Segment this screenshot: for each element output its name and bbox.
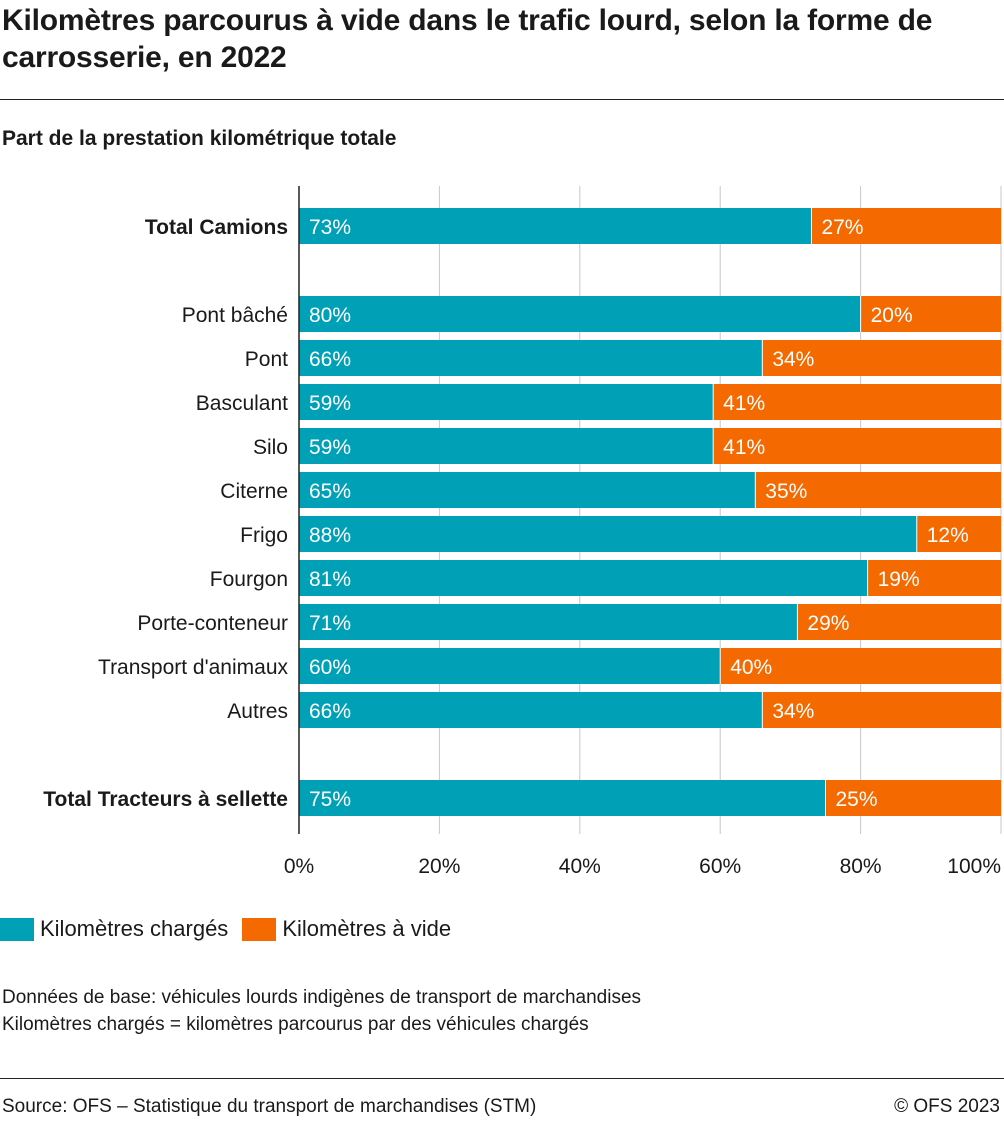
bar-segment xyxy=(299,472,756,508)
data-label: 81% xyxy=(309,568,351,591)
data-label: 60% xyxy=(309,656,351,679)
bar-segment xyxy=(860,296,1001,332)
bar-segment xyxy=(811,208,1001,244)
x-tick-label: 0% xyxy=(284,855,314,878)
data-label: 25% xyxy=(836,788,878,811)
category-label: Autres xyxy=(227,700,288,723)
chart-legend: Kilomètres chargés Kilomètres à vide xyxy=(0,916,465,942)
bar-segment xyxy=(299,384,714,420)
category-label: Basculant xyxy=(196,392,288,415)
bar-segment xyxy=(762,340,1001,376)
legend-swatch-empty xyxy=(242,917,277,941)
category-label: Transport d'animaux xyxy=(98,656,288,679)
bar-segment xyxy=(755,472,1001,508)
data-label: 27% xyxy=(821,216,863,239)
legend-label-empty: Kilomètres à vide xyxy=(282,916,452,941)
category-label: Porte-conteneur xyxy=(137,612,288,635)
bar-segment xyxy=(299,780,826,816)
data-label: 73% xyxy=(309,216,351,239)
bar-segment xyxy=(720,648,1001,684)
data-label: 65% xyxy=(309,480,351,503)
bar-segment xyxy=(825,780,1001,816)
data-label: 41% xyxy=(723,436,765,459)
chart-subtitle: Part de la prestation kilométrique total… xyxy=(2,127,397,150)
data-label: 66% xyxy=(309,348,351,371)
bar-segment xyxy=(762,692,1001,728)
x-tick-label: 80% xyxy=(840,855,882,878)
category-label: Total Tracteurs à sellette xyxy=(43,788,288,811)
footer-copyright: © OFS 2023 xyxy=(894,1096,1000,1117)
data-label: 71% xyxy=(309,612,351,635)
data-label: 34% xyxy=(772,348,814,371)
legend-swatch-loaded xyxy=(0,917,34,941)
bar-segment xyxy=(299,692,763,728)
bar-segment xyxy=(299,560,868,596)
data-label: 12% xyxy=(927,524,969,547)
note-base-data: Données de base: véhicules lourds indigè… xyxy=(2,987,642,1008)
note-definition: Kilomètres chargés = kilomètres parcouru… xyxy=(2,1014,589,1035)
legend-item-loaded: Kilomètres chargés xyxy=(0,916,228,942)
data-label: 41% xyxy=(723,392,765,415)
legend-label-loaded: Kilomètres chargés xyxy=(40,916,229,941)
title-divider xyxy=(0,99,1004,100)
category-label: Fourgon xyxy=(210,568,288,591)
category-label: Pont xyxy=(245,348,288,371)
x-tick-label: 60% xyxy=(699,855,741,878)
data-label: 20% xyxy=(871,304,913,327)
data-label: 59% xyxy=(309,392,351,415)
bar-segment xyxy=(713,384,1001,420)
data-label: 75% xyxy=(309,788,351,811)
bar-segment xyxy=(299,516,917,552)
bar-segment xyxy=(299,604,798,640)
data-label: 88% xyxy=(309,524,351,547)
data-label: 19% xyxy=(878,568,920,591)
bar-segment xyxy=(299,340,763,376)
bar-segment xyxy=(713,428,1001,464)
x-tick-label: 40% xyxy=(559,855,601,878)
x-tick-label: 100% xyxy=(947,855,1001,878)
x-tick-label: 20% xyxy=(418,855,460,878)
chart-title: Kilomètres parcourus à vide dans le traf… xyxy=(2,4,933,74)
bar-segment xyxy=(299,428,714,464)
bar-segment xyxy=(299,648,721,684)
data-label: 34% xyxy=(772,700,814,723)
category-label: Citerne xyxy=(220,480,288,503)
data-label: 80% xyxy=(309,304,351,327)
category-label: Pont bâché xyxy=(182,304,288,327)
footer-source: Source: OFS – Statistique du transport d… xyxy=(2,1096,537,1117)
bar-segment xyxy=(299,296,861,332)
bar-segment xyxy=(299,208,812,244)
bar-segment xyxy=(916,516,1001,552)
category-label: Total Camions xyxy=(145,216,288,239)
bar-segment xyxy=(867,560,1001,596)
data-label: 59% xyxy=(309,436,351,459)
category-label: Silo xyxy=(253,436,288,459)
footer-divider xyxy=(0,1078,1004,1079)
data-label: 29% xyxy=(807,612,849,635)
stacked-bar-chart: 73% 27% Total Camions 80% 20% Pont bâché 66% 34… xyxy=(43,186,1002,878)
bar-segment xyxy=(797,604,1001,640)
data-label: 66% xyxy=(309,700,351,723)
category-label: Frigo xyxy=(240,524,288,547)
data-label: 35% xyxy=(765,480,807,503)
legend-item-empty: Kilomètres à vide xyxy=(242,916,451,942)
data-label: 40% xyxy=(730,656,772,679)
